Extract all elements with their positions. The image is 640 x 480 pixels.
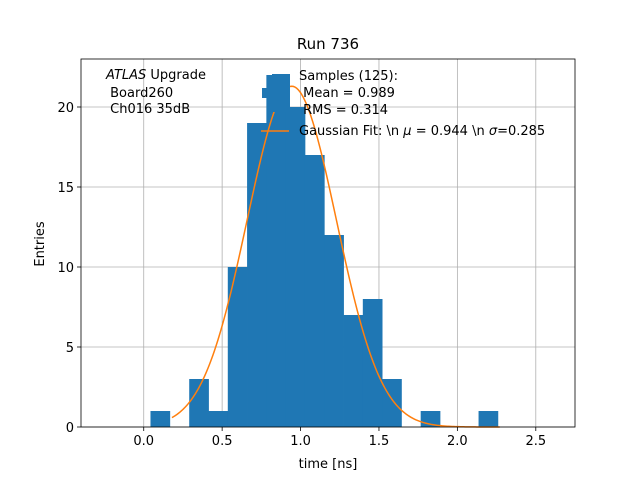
axis-ticks: 0.0 0.5 1.0 1.5 2.0 2.5 0 5 10 15 20 <box>57 101 546 449</box>
histogram-bar-11 <box>382 379 402 427</box>
histogram-bar-9 <box>343 315 364 427</box>
histogram-bar-10 <box>362 299 383 427</box>
legend-fit-mu-symbol: μ <box>402 124 411 139</box>
legend: Samples (125): Mean = 0.989 RMS = 0.314 … <box>261 69 545 139</box>
chart-title: Run 736 <box>297 35 359 53</box>
x-tick-label-2: 1.0 <box>290 434 311 449</box>
x-tick-label-4: 2.0 <box>447 434 468 449</box>
legend-samples-mean: Mean = 0.989 <box>299 86 395 101</box>
atlas-label: ATLAS <box>105 68 146 83</box>
histogram-bar-2 <box>208 411 229 427</box>
legend-fit-label: Gaussian Fit: \n μ = 0.944 \n σ=0.285 <box>299 124 545 139</box>
legend-fit-prefix: Gaussian Fit: \n <box>299 124 403 139</box>
board-label: Board260 <box>106 86 173 101</box>
channel-label: Ch016 35dB <box>106 102 190 117</box>
gaussian-fit-curve <box>171 85 500 428</box>
histogram-bar-4 <box>247 123 267 427</box>
x-tick-label-5: 2.5 <box>525 434 546 449</box>
legend-fit-suffix: =0.285 <box>497 124 545 139</box>
atlas-annotation: ATLAS Upgrade Board260 Ch016 35dB <box>105 68 206 117</box>
upgrade-label: Upgrade <box>146 68 206 83</box>
histogram-bar-8 <box>324 235 344 427</box>
y-tick-label-1: 5 <box>66 341 74 356</box>
histogram-bar-6 <box>285 107 306 427</box>
legend-samples-title: Samples (125): <box>299 69 398 84</box>
legend-samples-rms: RMS = 0.314 <box>299 103 388 118</box>
y-tick-label-2: 10 <box>57 261 74 276</box>
y-tick-label-4: 20 <box>57 101 74 116</box>
plot-frame <box>80 58 576 428</box>
y-tick-label-3: 15 <box>57 181 74 196</box>
y-axis-label: Entries <box>33 221 48 267</box>
histogram-bar-3 <box>227 267 248 427</box>
x-tick-label-1: 0.5 <box>212 434 233 449</box>
histogram-bar-0 <box>150 411 171 427</box>
legend-fit-sigma-symbol: σ <box>489 124 498 139</box>
histogram-bar-5 <box>266 75 287 427</box>
x-axis-label: time [ns] <box>299 457 358 472</box>
histogram-bar-1 <box>189 379 209 427</box>
histogram-bar-13 <box>478 411 499 427</box>
y-tick-label-0: 0 <box>66 421 74 436</box>
x-tick-label-3: 1.5 <box>369 434 390 449</box>
x-tick-label-0: 0.0 <box>133 434 154 449</box>
svg-text:ATLAS Upgrade: ATLAS Upgrade <box>105 68 206 83</box>
histogram-bar-7 <box>304 155 325 427</box>
legend-fit-mid: = 0.944 \n <box>412 124 489 139</box>
legend-samples-marker <box>262 74 290 112</box>
